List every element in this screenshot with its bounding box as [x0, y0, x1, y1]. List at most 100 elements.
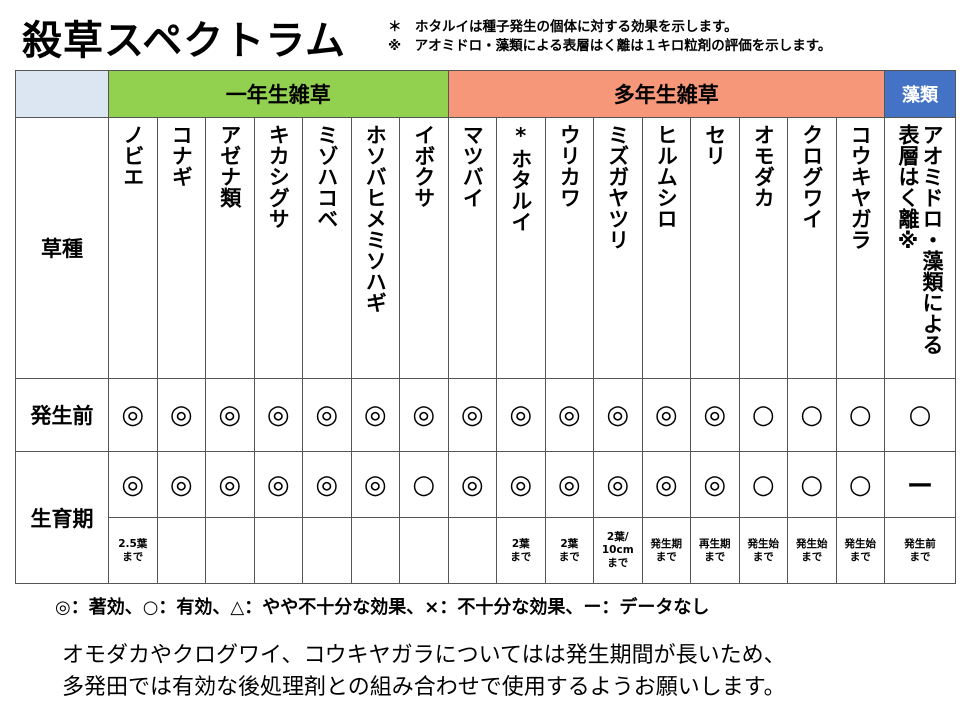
weed-name-cell: *ホタルイ — [496, 117, 546, 379]
row-label: 草種 — [15, 117, 109, 379]
effect-symbol: ○ — [835, 378, 885, 452]
stage-note-line: 2葉/ — [606, 531, 629, 543]
effect-symbol: ◎ — [253, 378, 303, 452]
effect-symbol: ○ — [399, 451, 449, 518]
stage-note: 発生始 まで — [835, 517, 885, 584]
stage-note-line: 発生期 — [650, 537, 683, 550]
effect-symbol: ◎ — [108, 451, 158, 518]
weed-name-cell: コナギ — [156, 117, 206, 379]
group-header: 一年生雑草 — [108, 70, 449, 118]
stage-note: 2.5葉 まで — [108, 517, 158, 584]
weed-name-cell: オモダカ — [738, 117, 788, 379]
effect-symbol: ◎ — [447, 451, 497, 518]
effect-symbol: ◎ — [447, 378, 497, 452]
stage-note-line: まで — [909, 550, 931, 563]
effect-symbol: ◎ — [593, 451, 643, 518]
footer-line: オモダカやクログワイ、コウキヤガラについてはは発生期間が長いため、 — [62, 643, 786, 668]
weed-name-cell: イボクサ — [399, 117, 449, 379]
weed-name-cell: ウリカワ — [544, 117, 594, 379]
title: 殺草スペクトラム — [22, 18, 346, 64]
effect-symbol: ◎ — [641, 378, 691, 452]
stage-note-line: まで — [704, 550, 726, 563]
stage-note-line: まで — [655, 550, 677, 563]
effect-symbol: ー — [884, 451, 956, 518]
effect-symbol: ◎ — [496, 451, 546, 518]
stage-note — [399, 517, 449, 584]
effect-symbol: ◎ — [399, 378, 449, 452]
stage-note — [253, 517, 303, 584]
weed-name-cell: マツバイ — [447, 117, 497, 379]
weed-name: イボクサ — [411, 124, 436, 208]
weed-name-line: 表層はく離※ — [896, 124, 920, 253]
corner-cell — [15, 70, 109, 118]
effect-symbol: ○ — [884, 378, 956, 452]
weed-name: オモダカ — [751, 124, 776, 208]
weed-name: マツバイ — [460, 124, 485, 208]
effect-symbol: ○ — [787, 378, 837, 452]
stage-note-line: まで — [558, 550, 580, 563]
stage-note-line: 2葉 — [560, 537, 579, 550]
weed-name: セリ — [702, 124, 727, 166]
stage-note: 発生前 まで — [884, 517, 956, 584]
effect-symbol: ◎ — [593, 378, 643, 452]
effect-symbol: ○ — [738, 378, 788, 452]
weed-name: キカシグサ — [266, 124, 291, 229]
weed-name-cell: アゼナ類 — [205, 117, 255, 379]
weed-name-cell: ミゾハコベ — [302, 117, 352, 379]
effect-symbol: ◎ — [350, 451, 400, 518]
weed-name: ウリカワ — [557, 124, 582, 208]
effect-symbol: ○ — [835, 451, 885, 518]
effect-symbol: ◎ — [496, 378, 546, 452]
effect-symbol: ◎ — [108, 378, 158, 452]
stage-note: 2葉 まで — [544, 517, 594, 584]
stage-note-line: 2葉 — [511, 537, 530, 550]
weed-name: ノビエ — [120, 124, 145, 187]
effect-symbol: ◎ — [253, 451, 303, 518]
effect-symbol: ◎ — [690, 378, 740, 452]
effect-symbol: ◎ — [350, 378, 400, 452]
weed-name: ヒルムシロ — [654, 124, 679, 229]
note-row: 2.5葉 まで 2葉 まで 2葉 まで 2葉/10cm まで 発生期 まで 再生期 まで 発生始 まで 発生… — [16, 517, 956, 584]
weed-name-cell: ホソバヒメミソハギ — [350, 117, 400, 379]
notes: ＊ ホタルイは種子発生の個体に対する効果を示します。 ※ アオミドロ・藻類による… — [388, 18, 831, 56]
footer-line: 多発田では有効な後処理剤との組み合わせで使用するようお願いします。 — [62, 675, 786, 700]
effect-symbol: ◎ — [544, 378, 594, 452]
stage-note — [302, 517, 352, 584]
stage-note-line: 2.5葉 — [118, 537, 148, 550]
group-header: 藻類 — [884, 70, 956, 118]
stage-note-line: まで — [849, 550, 871, 563]
weed-name: コウキヤガラ — [848, 124, 873, 250]
note: ※ アオミドロ・藻類による表層はく離は１キロ粒剤の評価を示します。 — [388, 38, 832, 54]
effect-symbol: ◎ — [302, 451, 352, 518]
weed-name: コナギ — [169, 124, 194, 187]
stage-note-line: まで — [801, 550, 823, 563]
weed-name-line: アオミドロ・藻類による — [920, 124, 944, 355]
stage-note: 再生期 まで — [690, 517, 740, 584]
stage-note-line: 発生始 — [844, 537, 877, 550]
stage-note: 発生始 まで — [787, 517, 837, 584]
effect-symbol: ◎ — [544, 451, 594, 518]
weed-name-cell: セリ — [690, 117, 740, 379]
weed-name-cell: クログワイ — [787, 117, 837, 379]
stage-note — [205, 517, 255, 584]
stage-note: 2葉 まで — [496, 517, 546, 584]
weed-name: *ホタルイ — [508, 124, 533, 232]
weed-name: アオミドロ・藻類による 表層はく離※ — [896, 124, 944, 355]
weed-name-cell: ノビエ — [108, 117, 158, 379]
stage-note-line: まで — [510, 550, 532, 563]
stage-note — [156, 517, 206, 584]
weed-name-cell: ミズガヤツリ — [593, 117, 643, 379]
weed-name-cell: ヒルムシロ — [641, 117, 691, 379]
stage-note — [447, 517, 497, 584]
effect-row: 生育期 ◎ ◎ ◎ ◎ ◎ ◎ ○ ◎ ◎ ◎ ◎ ◎ ◎ ○ ○ ○ ー — [15, 451, 956, 584]
effect-row: 発生前 ◎ ◎ ◎ ◎ ◎ ◎ ◎ ◎ ◎ ◎ ◎ ◎ ◎ ○ ○ ○ ○ — [15, 378, 956, 452]
effect-symbol: ◎ — [205, 378, 255, 452]
stage-note-line: 再生期 — [699, 537, 731, 550]
name-row: 草種 ノビエ コナギ アゼナ類 キカシグサ ミゾハコベ ホソバヒメミソハギ イボクサ マツバイ *… — [15, 117, 956, 379]
effect-symbol: ◎ — [641, 451, 691, 518]
stage-note-line: 発生前 — [904, 537, 936, 550]
footer: オモダカやクログワイ、コウキヤガラについてはは発生期間が長いため、 多発田では有… — [62, 640, 786, 704]
row-label: 生育期 — [15, 451, 109, 584]
stage-note: 発生始 まで — [738, 517, 788, 584]
